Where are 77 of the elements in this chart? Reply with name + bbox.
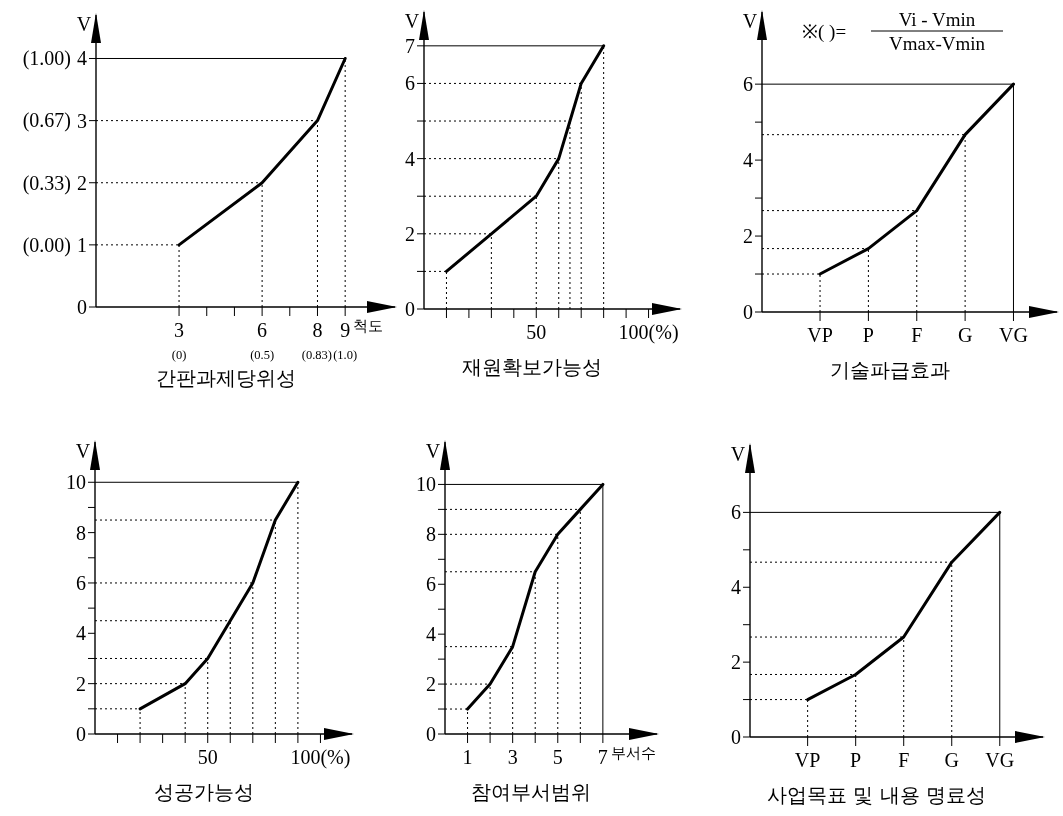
xtick: 100(%) — [290, 746, 351, 768]
xtick: G — [957, 324, 973, 346]
ytick: 6 — [731, 501, 741, 524]
ytick: 4 — [405, 147, 415, 170]
ytick: 2 — [76, 672, 86, 695]
ytick: 6 — [76, 571, 86, 594]
ytick: 7 — [405, 34, 415, 57]
x2tick: (0) — [171, 348, 187, 362]
ytick: 4 — [743, 149, 753, 172]
ytick: 6 — [743, 73, 753, 96]
xtick: F — [911, 324, 923, 346]
xtick: VG — [985, 749, 1015, 771]
xlabel: 재원확보가능성 — [462, 355, 602, 379]
xlabel: 성공가능성 — [153, 780, 254, 804]
ytick: 0 — [743, 301, 753, 323]
xtick: 7 — [597, 746, 608, 768]
y2tick: (1.00) — [22, 47, 71, 70]
ytick: 3 — [77, 109, 87, 132]
ytick: 10 — [66, 471, 86, 494]
ytick: 4 — [426, 623, 436, 646]
ytick: 2 — [77, 171, 87, 194]
xtick: 3 — [174, 319, 185, 341]
ytick: 8 — [426, 523, 436, 546]
ylabel: V — [730, 443, 746, 465]
ytick: 0 — [731, 726, 741, 748]
ytick: 0 — [426, 723, 436, 745]
xlabel: 간판과제당위성 — [155, 366, 296, 390]
xtick: 8 — [312, 319, 323, 341]
xtick: 3 — [507, 746, 518, 768]
ytick: 2 — [743, 225, 753, 248]
ytick: 0 — [405, 298, 415, 320]
formula-num: Vi - Vmin — [898, 9, 976, 30]
x2tick: (0.5) — [250, 348, 275, 362]
ylabel: V — [76, 13, 92, 35]
ylabel: V — [425, 440, 441, 462]
x2tick: (1.0) — [333, 348, 358, 362]
unit: 부서수 — [610, 744, 656, 762]
ytick: 6 — [426, 573, 436, 596]
xlabel: 참여부서범위 — [471, 780, 591, 804]
xtick: VG — [999, 324, 1028, 346]
xtick: 1 — [462, 746, 473, 768]
xtick: 6 — [257, 319, 268, 341]
ytick: 4 — [77, 47, 87, 70]
xtick: VP — [807, 324, 833, 346]
ytick: 4 — [76, 622, 86, 645]
ylabel: V — [404, 10, 420, 32]
ytick: 8 — [76, 521, 86, 544]
xtick: 50 — [526, 321, 547, 343]
ytick: 1 — [77, 233, 87, 256]
xtick: P — [850, 749, 862, 771]
y2tick: (0.67) — [22, 109, 71, 131]
xtick: 9 — [340, 319, 351, 341]
xtick: F — [898, 749, 910, 771]
ytick: 10 — [416, 473, 436, 496]
unit: 척도 — [353, 317, 384, 335]
ytick: 4 — [731, 576, 741, 599]
y2tick: (0.33) — [22, 172, 71, 195]
ytick: 2 — [426, 673, 436, 696]
xtick: 5 — [552, 746, 563, 768]
ylabel: V — [75, 440, 91, 462]
xtick: 50 — [197, 746, 218, 768]
xtick: P — [862, 324, 874, 346]
y2tick: (0.00) — [22, 233, 71, 256]
x2tick: (0.83) — [301, 348, 333, 362]
xtick: G — [944, 749, 959, 771]
ytick: 0 — [76, 723, 86, 745]
formula-den: Vmax-Vmin — [889, 33, 985, 54]
formula-left: ※( )= — [802, 21, 847, 42]
xlabel: 기술파급효과 — [829, 358, 950, 382]
ylabel: V — [742, 10, 758, 32]
ytick: 2 — [405, 222, 415, 245]
xtick: 100(%) — [618, 321, 679, 343]
ytick: 2 — [731, 651, 741, 674]
ytick: 6 — [405, 72, 415, 95]
xtick: VP — [794, 749, 821, 771]
ytick: 0 — [77, 296, 87, 318]
xlabel: 사업목표 및 내용 명료성 — [766, 783, 987, 807]
